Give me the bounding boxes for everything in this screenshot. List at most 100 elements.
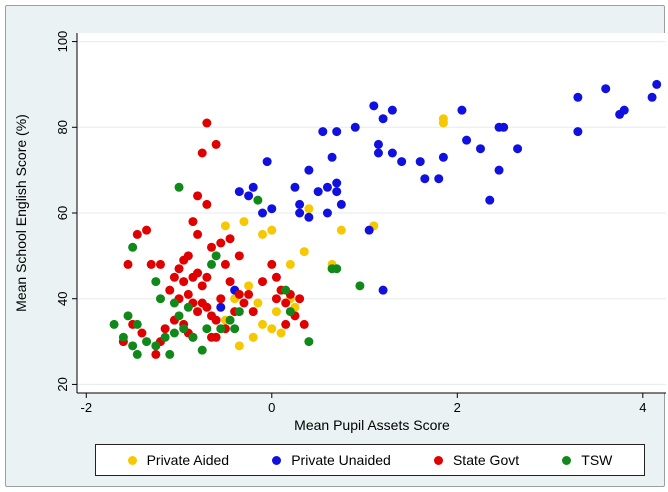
- point-private-aided: [267, 225, 277, 235]
- point-tsw: [216, 324, 226, 334]
- point-private-aided: [299, 247, 309, 257]
- point-state-govt: [206, 242, 216, 252]
- point-private-unaided: [216, 302, 226, 312]
- point-private-unaided: [485, 195, 495, 205]
- point-private-unaided: [327, 152, 337, 162]
- point-private-unaided: [350, 122, 360, 132]
- point-private-aided: [234, 341, 244, 351]
- point-private-aided: [438, 118, 448, 128]
- point-state-govt: [248, 307, 258, 317]
- legend: Private Aided Private Unaided State Govt…: [95, 444, 645, 476]
- point-state-govt: [299, 319, 309, 329]
- point-state-govt: [155, 259, 165, 269]
- point-state-govt: [244, 289, 254, 299]
- point-private-unaided: [420, 174, 430, 184]
- point-private-unaided: [573, 92, 583, 102]
- legend-label: TSW: [581, 452, 613, 468]
- point-tsw: [211, 251, 221, 261]
- legend-item-state-govt: State Govt: [433, 452, 519, 468]
- point-tsw: [234, 307, 244, 317]
- point-state-govt: [211, 139, 221, 149]
- point-private-aided: [220, 221, 230, 231]
- point-private-unaided: [234, 187, 244, 197]
- point-private-unaided: [601, 84, 611, 94]
- point-private-unaided: [415, 157, 425, 167]
- point-private-aided: [253, 298, 263, 308]
- point-tsw: [253, 195, 263, 205]
- y-tick-label: 40: [55, 291, 70, 305]
- point-state-govt: [202, 302, 212, 312]
- point-state-govt: [281, 298, 291, 308]
- point-tsw: [109, 319, 119, 329]
- point-state-govt: [146, 259, 156, 269]
- point-private-unaided: [332, 178, 342, 188]
- point-private-unaided: [397, 157, 407, 167]
- point-private-unaided: [619, 105, 629, 115]
- x-axis-label: Mean Pupil Assets Score: [294, 417, 450, 433]
- point-tsw: [160, 332, 170, 342]
- point-state-govt: [234, 289, 244, 299]
- point-private-aided: [285, 259, 295, 269]
- point-state-govt: [271, 272, 281, 282]
- point-private-unaided: [304, 212, 314, 222]
- point-state-govt: [179, 255, 189, 265]
- point-private-unaided: [647, 92, 657, 102]
- legend-label: Private Unaided: [291, 452, 391, 468]
- point-private-unaided: [313, 187, 323, 197]
- point-tsw: [151, 341, 161, 351]
- y-tick-label: 20: [55, 377, 70, 391]
- point-state-govt: [183, 289, 193, 299]
- point-private-unaided: [244, 191, 254, 201]
- point-tsw: [179, 324, 189, 334]
- point-private-aided: [239, 217, 249, 227]
- point-tsw: [202, 324, 212, 334]
- point-state-govt: [202, 199, 212, 209]
- legend-label: Private Aided: [146, 452, 230, 468]
- point-private-unaided: [652, 79, 662, 89]
- y-axis-label: Mean School English Score (%): [13, 114, 29, 312]
- point-state-govt: [295, 294, 305, 304]
- point-tsw: [281, 285, 291, 295]
- point-private-unaided: [373, 148, 383, 158]
- point-state-govt: [137, 328, 147, 338]
- point-state-govt: [169, 272, 179, 282]
- point-tsw: [169, 298, 179, 308]
- point-state-govt: [206, 332, 216, 342]
- point-private-unaided: [573, 127, 583, 137]
- legend-item-private-aided: Private Aided: [127, 452, 230, 468]
- point-private-aided: [336, 225, 346, 235]
- point-tsw: [142, 337, 152, 347]
- point-tsw: [169, 328, 179, 338]
- legend-item-tsw: TSW: [562, 452, 612, 468]
- legend-item-private-unaided: Private Unaided: [272, 452, 391, 468]
- point-state-govt: [165, 285, 175, 295]
- point-private-unaided: [373, 139, 383, 149]
- point-private-unaided: [438, 152, 448, 162]
- point-state-govt: [271, 294, 281, 304]
- point-private-aided: [244, 281, 254, 291]
- point-state-govt: [225, 234, 235, 244]
- point-tsw: [118, 332, 128, 342]
- point-private-unaided: [378, 114, 388, 124]
- point-state-govt: [202, 272, 212, 282]
- point-state-govt: [142, 225, 152, 235]
- point-state-govt: [193, 307, 203, 317]
- point-state-govt: [234, 251, 244, 261]
- point-tsw: [155, 294, 165, 304]
- legend-marker-state-govt: [433, 455, 443, 465]
- x-tick-label: -2: [80, 400, 92, 415]
- point-tsw: [188, 332, 198, 342]
- point-private-unaided: [494, 165, 504, 175]
- point-state-govt: [174, 264, 184, 274]
- x-tick-label: 0: [268, 400, 275, 415]
- point-private-aided: [258, 229, 268, 239]
- point-private-unaided: [318, 127, 328, 137]
- y-tick-label: 100: [55, 31, 70, 53]
- data-points: [109, 79, 662, 359]
- point-state-govt: [188, 217, 198, 227]
- point-tsw: [128, 341, 138, 351]
- point-tsw: [230, 324, 240, 334]
- x-tick-label: 2: [454, 400, 461, 415]
- point-state-govt: [220, 259, 230, 269]
